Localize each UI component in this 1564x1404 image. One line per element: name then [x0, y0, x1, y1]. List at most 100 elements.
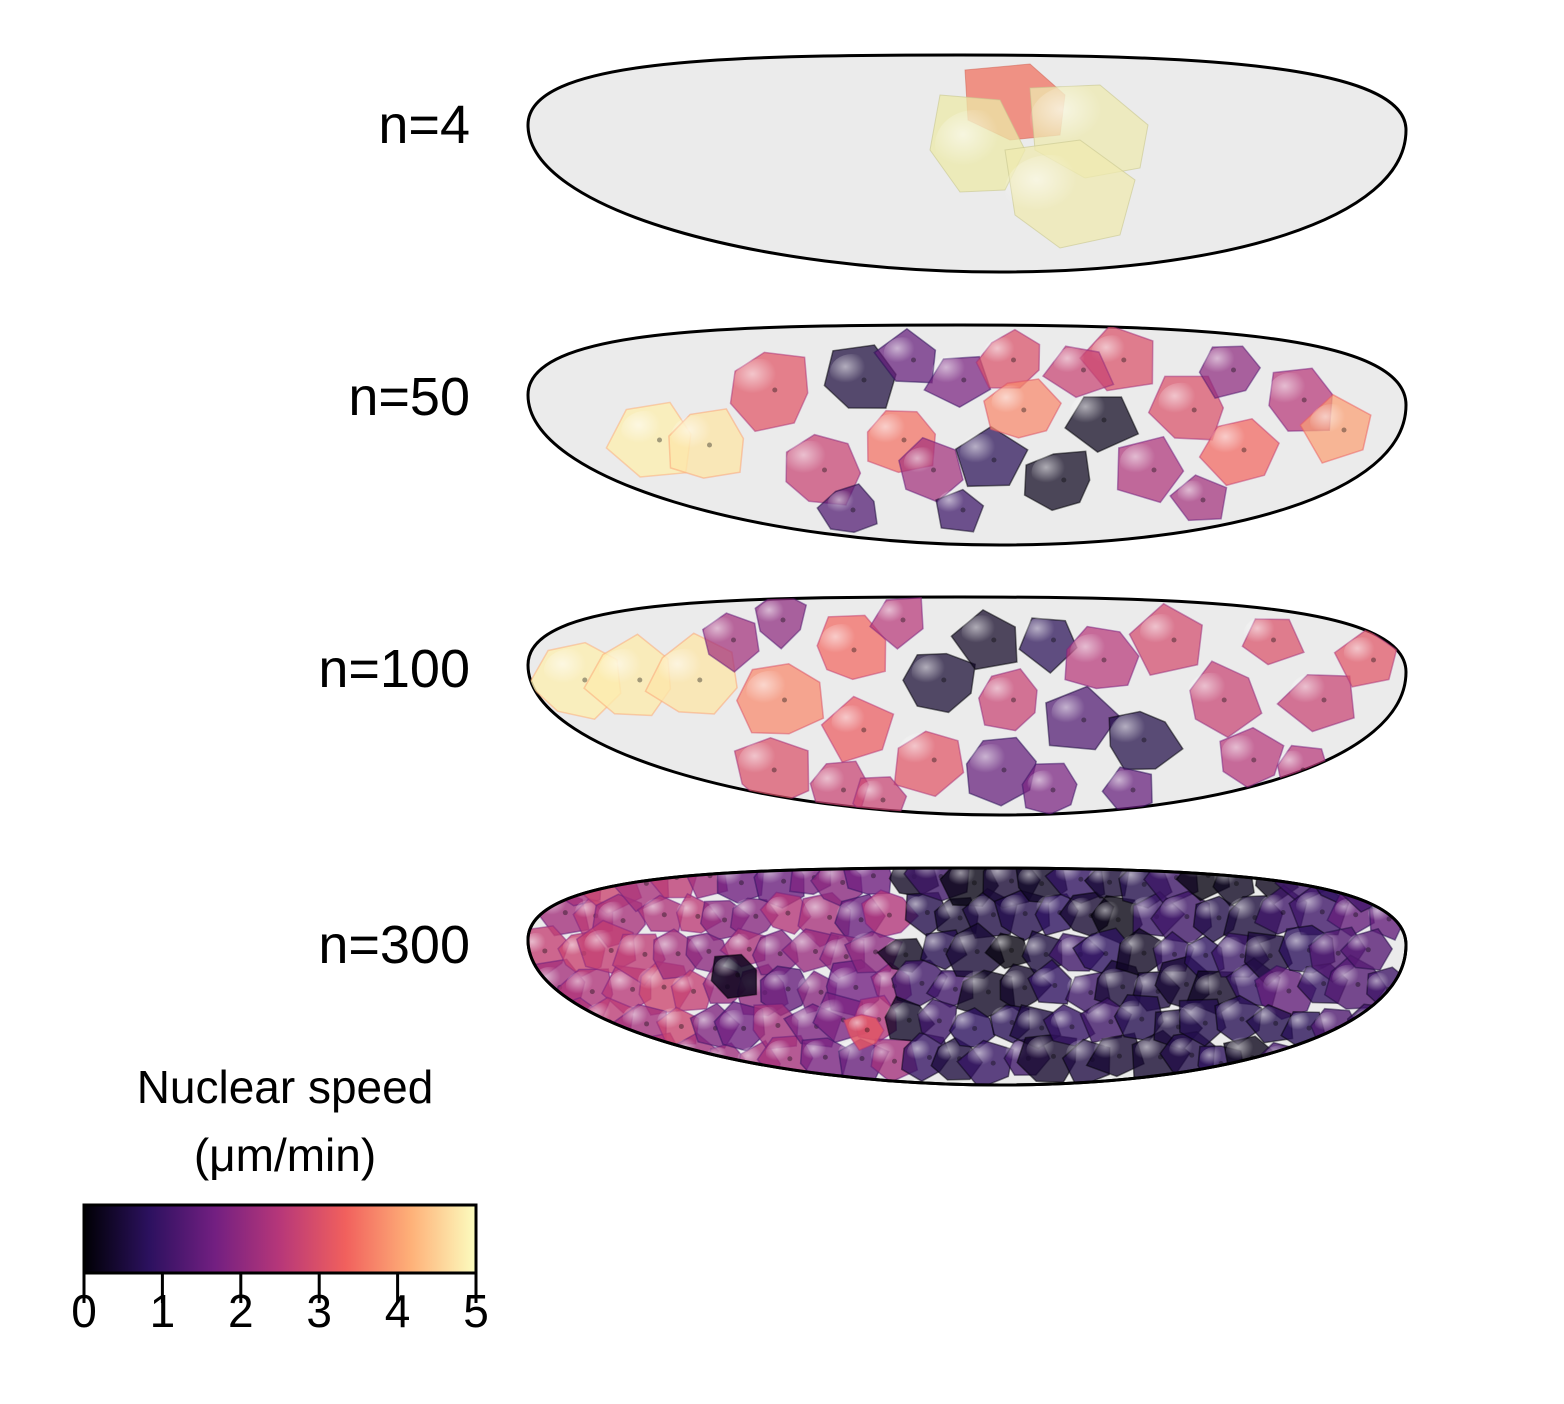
nucleus-highlight — [1253, 1006, 1283, 1030]
nucleus-center — [1306, 1025, 1312, 1031]
nucleus-highlight — [877, 600, 911, 628]
nuclei-n4 — [929, 63, 1149, 249]
nucleus-center — [919, 980, 925, 986]
nucleus-center — [722, 917, 728, 923]
nucleus-highlight — [528, 1001, 552, 1026]
nucleus-center — [1141, 881, 1147, 887]
nuclei-n50 — [605, 325, 1372, 534]
nucleus-center — [1078, 876, 1084, 882]
nucleus-center — [850, 507, 856, 513]
nucleus-center — [562, 910, 568, 916]
nucleus-highlight — [836, 901, 869, 928]
nucleus-highlight — [991, 385, 1034, 420]
nucleus-center — [1191, 407, 1197, 413]
nucleus-center — [985, 989, 991, 995]
nucleus-center — [851, 647, 857, 653]
nucleus-highlight — [703, 617, 743, 649]
nucleus-highlight — [1303, 1043, 1331, 1066]
nucleus-highlight — [1120, 444, 1164, 480]
nucleus-highlight — [961, 971, 997, 1001]
nucleus-center — [678, 1023, 684, 1029]
nucleus-center — [1387, 1057, 1393, 1063]
nucleus-center — [550, 873, 556, 879]
nucleus-highlight — [757, 868, 792, 889]
nucleus-center — [960, 507, 966, 513]
nucleus-center — [1081, 367, 1086, 373]
nucleus-highlight — [738, 742, 785, 781]
nucleus-highlight — [715, 868, 749, 891]
nucleus-highlight — [857, 780, 891, 808]
nucleus-highlight — [1277, 750, 1311, 778]
nucleus-center — [1189, 1052, 1195, 1058]
nucleus-highlight — [584, 929, 620, 959]
nucleus-highlight — [885, 939, 912, 961]
nucleus-highlight — [1210, 424, 1254, 460]
nucleus-center — [782, 697, 787, 703]
nucleus-center — [936, 1018, 942, 1024]
nucleus-highlight — [719, 1009, 751, 1036]
nucleus-highlight — [960, 434, 1004, 470]
nucleus-center — [1371, 657, 1376, 663]
nucleus-highlight — [599, 648, 652, 693]
nucleus-highlight — [643, 898, 671, 921]
nucleus — [542, 1034, 587, 1077]
nucleus-highlight — [991, 1006, 1019, 1029]
nucleus-highlight — [544, 648, 597, 693]
row-label-n4: n=4 — [378, 95, 470, 155]
nucleus-center — [1081, 717, 1087, 723]
nucleus-highlight — [1366, 972, 1395, 996]
nucleus-highlight — [970, 744, 1014, 780]
nucleus-center — [1251, 757, 1257, 763]
nucleus-highlight — [1140, 614, 1184, 650]
nucleus-highlight — [728, 933, 756, 956]
nucleus-highlight — [883, 337, 923, 369]
nucleus-highlight — [1134, 1037, 1168, 1065]
nucleus-center — [1011, 357, 1016, 363]
nucleus-center — [1267, 953, 1273, 959]
nucleus-center — [781, 878, 787, 884]
nuclei-n300 — [528, 868, 1406, 1085]
nucleus-highlight — [1285, 931, 1317, 958]
nucleus — [1323, 1037, 1370, 1082]
nucleus-center — [840, 879, 846, 885]
nucleus-highlight — [652, 868, 684, 885]
nucleus-highlight — [937, 900, 967, 925]
nucleus-center — [1217, 990, 1223, 996]
nucleus-center — [1069, 1024, 1075, 1030]
nucleus-highlight — [903, 447, 943, 479]
nucleus-highlight — [676, 900, 705, 923]
nucleus-center — [1120, 984, 1126, 990]
nucleus-highlight — [1216, 999, 1250, 1027]
nucleus-highlight — [1310, 404, 1354, 440]
nucleus-highlight — [1195, 974, 1227, 1000]
nucleus-highlight — [1243, 617, 1283, 649]
nucleus-center — [642, 951, 648, 957]
nucleus-highlight — [786, 440, 836, 482]
nucleus-center — [630, 986, 636, 992]
nucleus-center — [1051, 637, 1056, 643]
nucleus-center — [707, 442, 712, 448]
nucleus-center — [991, 637, 997, 643]
nucleus-center — [941, 677, 947, 683]
nucleus-highlight — [763, 970, 796, 997]
nucleus-center — [903, 952, 909, 958]
colorbar-tick-label: 3 — [306, 1285, 332, 1337]
nucleus-highlight — [1001, 970, 1032, 995]
nucleus-center — [1202, 1020, 1208, 1026]
nucleus-highlight — [951, 1010, 982, 1036]
nucleus-center — [1365, 947, 1371, 953]
nucleus-highlight — [797, 974, 828, 1000]
nucleus-highlight — [757, 600, 791, 628]
nucleus-center — [1101, 657, 1107, 663]
nucleus-highlight — [905, 896, 934, 919]
nucleus-center — [693, 1052, 699, 1058]
nucleus-center — [991, 457, 997, 463]
nucleus-center — [957, 915, 963, 921]
embryo-n100 — [526, 595, 1408, 817]
nucleus-highlight — [791, 1007, 824, 1034]
nucleus-highlight — [1221, 735, 1264, 770]
nucleus-highlight — [733, 898, 763, 923]
nucleus-center — [1273, 1020, 1279, 1026]
nucleus-highlight — [714, 956, 745, 983]
nucleus-highlight — [1018, 868, 1049, 891]
